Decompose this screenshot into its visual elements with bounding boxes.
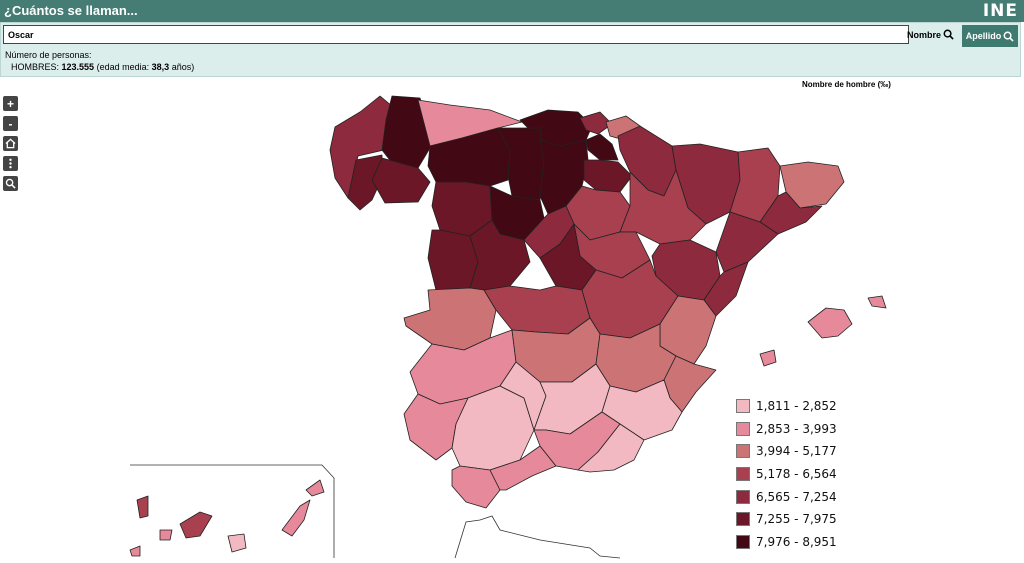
legend-item: 7,255 - 7,975 bbox=[736, 508, 837, 531]
men-result: HOMBRES: 123.555 (edad media: 38,3 años) bbox=[5, 61, 194, 73]
legend-item: 7,976 - 8,951 bbox=[736, 531, 837, 554]
legend-item: 6,565 - 7,254 bbox=[736, 485, 837, 508]
search-icon bbox=[5, 178, 16, 189]
age-prefix: (edad media: bbox=[96, 62, 150, 72]
legend-item: 5,178 - 6,564 bbox=[736, 463, 837, 486]
province-ourense[interactable] bbox=[371, 157, 431, 204]
legend-label: 5,178 - 6,564 bbox=[756, 467, 837, 482]
legend-swatch bbox=[736, 467, 750, 482]
minus-icon: - bbox=[8, 116, 13, 131]
province-malaga[interactable] bbox=[489, 445, 557, 491]
province-alava[interactable] bbox=[585, 133, 619, 161]
province-leon[interactable] bbox=[427, 127, 511, 187]
province-la-rioja[interactable] bbox=[583, 159, 633, 193]
legend-swatch bbox=[736, 512, 750, 527]
province-toledo[interactable] bbox=[483, 285, 591, 335]
search-icon bbox=[1003, 31, 1014, 42]
legend-label: 3,994 - 5,177 bbox=[756, 444, 837, 459]
apellido-search-button[interactable]: Apellido bbox=[962, 25, 1018, 47]
legend-label: 7,976 - 8,951 bbox=[756, 534, 837, 549]
legend-label: 6,565 - 7,254 bbox=[756, 489, 837, 504]
map-search-button[interactable] bbox=[3, 176, 18, 191]
name-search-input[interactable] bbox=[3, 25, 909, 44]
legend-swatch bbox=[736, 399, 750, 414]
header-bar: ¿Cuántos se llaman... INE bbox=[0, 0, 1024, 22]
persons-label: Número de personas: bbox=[5, 50, 92, 60]
island-la-palma[interactable] bbox=[136, 495, 149, 519]
province-a-coruna[interactable] bbox=[329, 95, 393, 199]
apellido-button-label: Apellido bbox=[965, 31, 1002, 41]
age-value: 38,3 bbox=[151, 62, 170, 72]
province-cadiz[interactable] bbox=[451, 465, 501, 509]
map-controls: + - bbox=[3, 96, 18, 196]
nombre-search-button[interactable]: Nombre bbox=[907, 25, 957, 44]
legend-swatch bbox=[736, 444, 750, 459]
island-gran-canaria[interactable] bbox=[227, 533, 247, 553]
island-hierro[interactable] bbox=[129, 545, 141, 557]
province-salamanca[interactable] bbox=[427, 229, 479, 291]
island-fuerteventura[interactable] bbox=[281, 499, 311, 537]
nombre-button-label: Nombre bbox=[907, 29, 942, 40]
legend-swatch bbox=[736, 421, 750, 436]
province-zaragoza[interactable] bbox=[619, 169, 707, 245]
island-tenerife[interactable] bbox=[179, 511, 213, 539]
search-icon bbox=[943, 29, 954, 40]
province-avila[interactable] bbox=[469, 219, 531, 291]
more-options-button[interactable] bbox=[3, 156, 18, 171]
legend-item: 1,811 - 2,852 bbox=[736, 395, 837, 418]
island-mallorca[interactable] bbox=[807, 307, 853, 339]
home-button[interactable] bbox=[3, 136, 18, 151]
island-gomera[interactable] bbox=[159, 529, 173, 541]
page-title: ¿Cuántos se llaman... bbox=[4, 3, 138, 18]
zoom-out-button[interactable]: - bbox=[3, 116, 18, 131]
province-bizkaia[interactable] bbox=[579, 111, 613, 135]
legend-label: 1,811 - 2,852 bbox=[756, 399, 837, 414]
africa-coastline bbox=[454, 515, 621, 559]
legend-label: 7,255 - 7,975 bbox=[756, 512, 837, 527]
age-suffix: años) bbox=[171, 62, 195, 72]
province-caceres[interactable] bbox=[403, 287, 497, 351]
island-menorca[interactable] bbox=[867, 295, 887, 309]
result-info: Número de personas: HOMBRES: 123.555 (ed… bbox=[5, 49, 194, 73]
home-icon bbox=[5, 138, 16, 149]
plus-icon: + bbox=[6, 96, 14, 111]
more-icon bbox=[9, 158, 12, 169]
men-label: HOMBRES: bbox=[11, 62, 60, 72]
canary-inset-frame bbox=[130, 464, 335, 558]
zoom-in-button[interactable]: + bbox=[3, 96, 18, 111]
island-lanzarote[interactable] bbox=[305, 479, 325, 497]
ine-logo[interactable]: INE bbox=[982, 1, 1018, 21]
map-legend: 1,811 - 2,852 2,853 - 3,993 3,994 - 5,17… bbox=[736, 395, 837, 553]
island-ibiza[interactable] bbox=[759, 349, 777, 367]
men-count: 123.555 bbox=[61, 62, 95, 72]
legend-item: 2,853 - 3,993 bbox=[736, 418, 837, 441]
province-navarra[interactable] bbox=[617, 125, 677, 197]
legend-label: 2,853 - 3,993 bbox=[756, 421, 837, 436]
map-legend-title: Nombre de hombre (‰) bbox=[802, 80, 891, 89]
legend-swatch bbox=[736, 534, 750, 549]
legend-swatch bbox=[736, 489, 750, 504]
search-panel: Nombre Apellido Número de personas: HOMB… bbox=[0, 22, 1021, 77]
legend-item: 3,994 - 5,177 bbox=[736, 440, 837, 463]
province-almeria[interactable] bbox=[577, 423, 645, 473]
